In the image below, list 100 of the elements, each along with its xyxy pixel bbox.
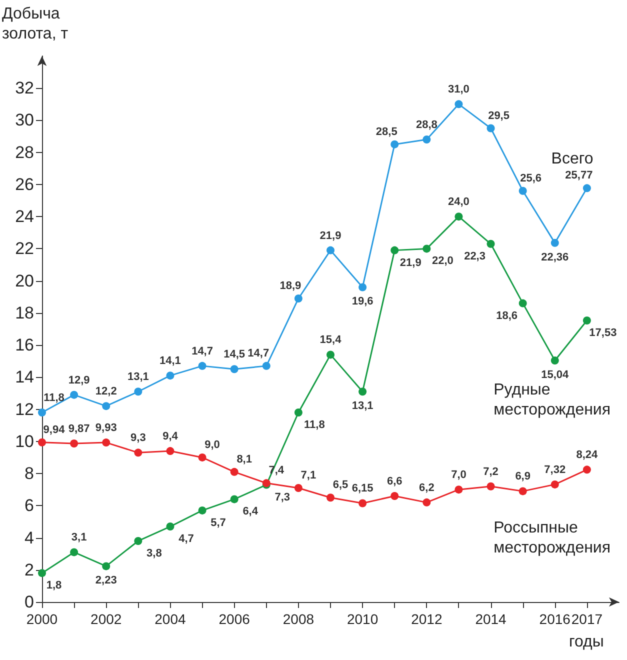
- point: [518, 487, 527, 496]
- data-label: 15,4: [320, 334, 342, 346]
- data-label: 7,0: [451, 469, 466, 482]
- data-label: 28,5: [376, 126, 398, 138]
- point: [518, 299, 527, 308]
- data-label: 25,77: [565, 170, 593, 182]
- data-label: 6,15: [352, 482, 374, 495]
- data-label: 12,9: [68, 374, 90, 386]
- data-label: 7,3: [274, 491, 290, 504]
- point: [422, 244, 431, 253]
- data-label: 3,8: [146, 547, 162, 560]
- point: [230, 468, 238, 476]
- y-tick-label: 18: [15, 303, 34, 322]
- point: [230, 365, 238, 374]
- x-tick-label: 2012: [411, 611, 442, 627]
- point: [134, 388, 142, 396]
- y-tick-label: 22: [15, 239, 34, 258]
- point: [70, 440, 78, 448]
- point: [358, 499, 367, 508]
- x-tick-label: 2006: [218, 611, 250, 627]
- x-tick-label: 2008: [282, 611, 314, 627]
- y-tick-label: 12: [15, 400, 34, 419]
- x-tick-label: 2002: [90, 611, 122, 627]
- point: [134, 536, 142, 545]
- point: [294, 408, 302, 417]
- y-tick-label: 0: [24, 592, 34, 612]
- point: [294, 294, 302, 302]
- y-tick-label: 24: [15, 207, 34, 226]
- data-label: 22,36: [541, 251, 569, 264]
- data-label: 6,4: [242, 506, 259, 518]
- data-label: 6,9: [515, 470, 530, 483]
- point: [358, 388, 367, 396]
- data-label: 8,1: [236, 453, 252, 466]
- point: [102, 562, 110, 570]
- data-label: 14,1: [160, 355, 181, 368]
- data-label: 15,04: [541, 368, 570, 381]
- data-label: 9,4: [162, 430, 179, 443]
- data-label: 9,87: [68, 423, 90, 435]
- data-label: 6,6: [386, 476, 402, 488]
- point: [326, 246, 334, 254]
- point: [582, 184, 591, 192]
- data-label: 31,0: [448, 84, 470, 96]
- data-label: 3,1: [71, 532, 87, 544]
- data-label: 7,2: [483, 466, 498, 478]
- point: [582, 316, 591, 324]
- data-label: 29,5: [488, 110, 510, 122]
- x-tick-label: 2017: [571, 611, 603, 627]
- point: [294, 484, 302, 492]
- point: [326, 494, 334, 502]
- data-label: 21,9: [400, 256, 422, 269]
- data-label: 17,53: [589, 326, 617, 339]
- point: [422, 136, 431, 144]
- point: [486, 240, 495, 248]
- data-label: 22,3: [464, 250, 486, 262]
- x-tick-label: 2000: [26, 611, 58, 627]
- point: [486, 124, 495, 132]
- series-label: Россыпные месторождения: [494, 520, 611, 557]
- point: [166, 447, 174, 456]
- point: [454, 212, 463, 221]
- point: [134, 448, 142, 457]
- point: [390, 140, 399, 148]
- data-label: 14,7: [248, 347, 270, 360]
- y-tick-label: 10: [15, 432, 34, 451]
- point: [262, 362, 270, 370]
- data-label: 25,6: [520, 172, 542, 184]
- point: [550, 238, 559, 247]
- data-label: 9,3: [130, 432, 146, 444]
- data-label: 7,32: [544, 464, 566, 476]
- point: [358, 283, 367, 292]
- point: [326, 350, 334, 359]
- data-label: 21,9: [320, 230, 342, 242]
- text: Рудные месторождения: [494, 382, 611, 419]
- x-axis-title: годы: [569, 634, 604, 650]
- point: [390, 246, 399, 254]
- point: [486, 482, 495, 490]
- y-tick-label: 14: [15, 368, 34, 387]
- point: [38, 408, 46, 417]
- data-label: 13,1: [352, 400, 374, 412]
- series-label: Всего: [551, 150, 594, 168]
- y-tick-label: 16: [15, 336, 34, 355]
- data-label: 18,6: [496, 310, 518, 322]
- data-label: 22,0: [432, 255, 454, 268]
- point: [198, 362, 206, 370]
- point: [454, 100, 463, 108]
- data-label: 14,5: [224, 348, 246, 361]
- y-tick-label: 8: [24, 464, 34, 484]
- data-label: 24,0: [448, 196, 470, 208]
- y-tick-label: 32: [15, 78, 34, 98]
- point: [166, 372, 174, 380]
- y-tick-label: 6: [24, 496, 34, 516]
- point: [198, 453, 206, 462]
- point: [102, 402, 110, 410]
- y-tick-label: 20: [15, 271, 34, 290]
- point: [550, 356, 559, 364]
- data-label: 11,8: [304, 419, 325, 432]
- point: [582, 466, 591, 474]
- data-label: 2,23: [95, 574, 117, 587]
- point: [454, 486, 463, 494]
- data-label: 5,7: [210, 516, 226, 529]
- data-label: 18,9: [280, 280, 302, 292]
